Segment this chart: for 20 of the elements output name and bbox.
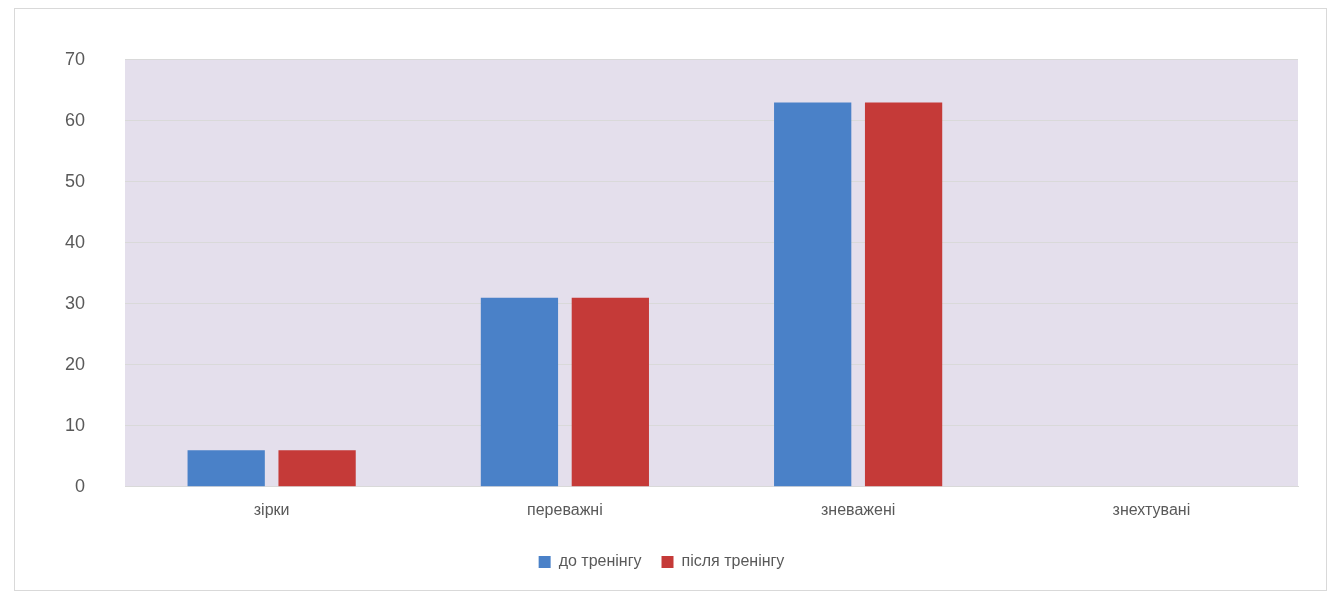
bar: [278, 450, 356, 487]
y-tick-label: 70: [64, 48, 86, 69]
y-tick-label: 10: [64, 414, 86, 435]
bar: [571, 297, 649, 487]
y-tick-label: 50: [64, 170, 86, 191]
bar: [774, 102, 852, 487]
legend-label: до тренінгу: [558, 552, 642, 570]
x-tick-label: зневажені: [820, 500, 896, 518]
y-tick-label: 30: [64, 292, 86, 313]
y-tick-label: 60: [64, 109, 86, 130]
x-tick-label: зірки: [253, 500, 290, 518]
bar: [187, 450, 265, 487]
bar: [864, 102, 943, 487]
y-tick-label: 40: [64, 231, 86, 252]
y-tick-label: 0: [75, 475, 86, 496]
y-tick-label: 20: [64, 353, 86, 374]
x-tick-label: переважні: [527, 500, 603, 518]
legend-label: після тренінгу: [681, 552, 785, 570]
x-tick-label: знехтувані: [1112, 500, 1191, 518]
bar: [480, 297, 559, 487]
